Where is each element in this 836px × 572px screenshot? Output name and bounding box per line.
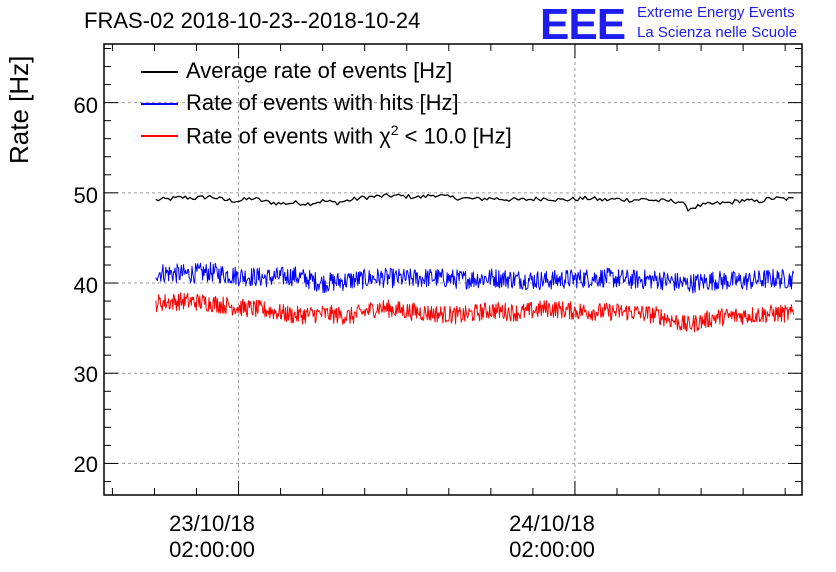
y-tick-label: 60 bbox=[73, 93, 98, 118]
legend-chi2-tail: < 10.0 [Hz] bbox=[398, 123, 512, 149]
y-tick-label: 50 bbox=[73, 183, 98, 208]
x-tick-label: 24/10/18 02:00:00 bbox=[492, 511, 612, 563]
series-chi2-rate bbox=[155, 292, 795, 333]
chart-title: FRAS-02 2018-10-23--2018-10-24 bbox=[84, 8, 421, 33]
x-tick-time: 02:00:00 bbox=[169, 537, 255, 562]
legend-label-hits: Rate of events with hits [Hz] bbox=[186, 90, 459, 115]
legend-label-chi2: Rate of events with χ2 < 10.0 [Hz] bbox=[186, 122, 512, 149]
legend-chi2-superscript: 2 bbox=[390, 122, 399, 138]
y-tick-label: 30 bbox=[73, 362, 98, 387]
x-tick-time: 02:00:00 bbox=[509, 537, 595, 562]
series-average-rate bbox=[155, 193, 794, 212]
x-tick-date: 23/10/18 bbox=[169, 511, 255, 536]
legend-chi2-main: Rate of events with χ bbox=[186, 123, 391, 149]
plot-area bbox=[104, 44, 802, 495]
x-tick-date: 24/10/18 bbox=[509, 511, 595, 536]
y-tick-label: 20 bbox=[73, 452, 98, 477]
eee-logo: EEE bbox=[540, 0, 626, 49]
y-tick-label: 40 bbox=[73, 273, 98, 298]
legend-label-average: Average rate of events [Hz] bbox=[186, 58, 453, 83]
org-name-line1: Extreme Energy Events bbox=[637, 4, 795, 21]
org-name-line2: La Scienza nelle Scuole bbox=[637, 24, 798, 41]
series-hits-rate bbox=[155, 261, 795, 294]
y-axis-label: Rate [Hz] bbox=[4, 55, 34, 164]
x-tick-label: 23/10/18 02:00:00 bbox=[152, 511, 272, 563]
plot-frame bbox=[103, 43, 803, 496]
